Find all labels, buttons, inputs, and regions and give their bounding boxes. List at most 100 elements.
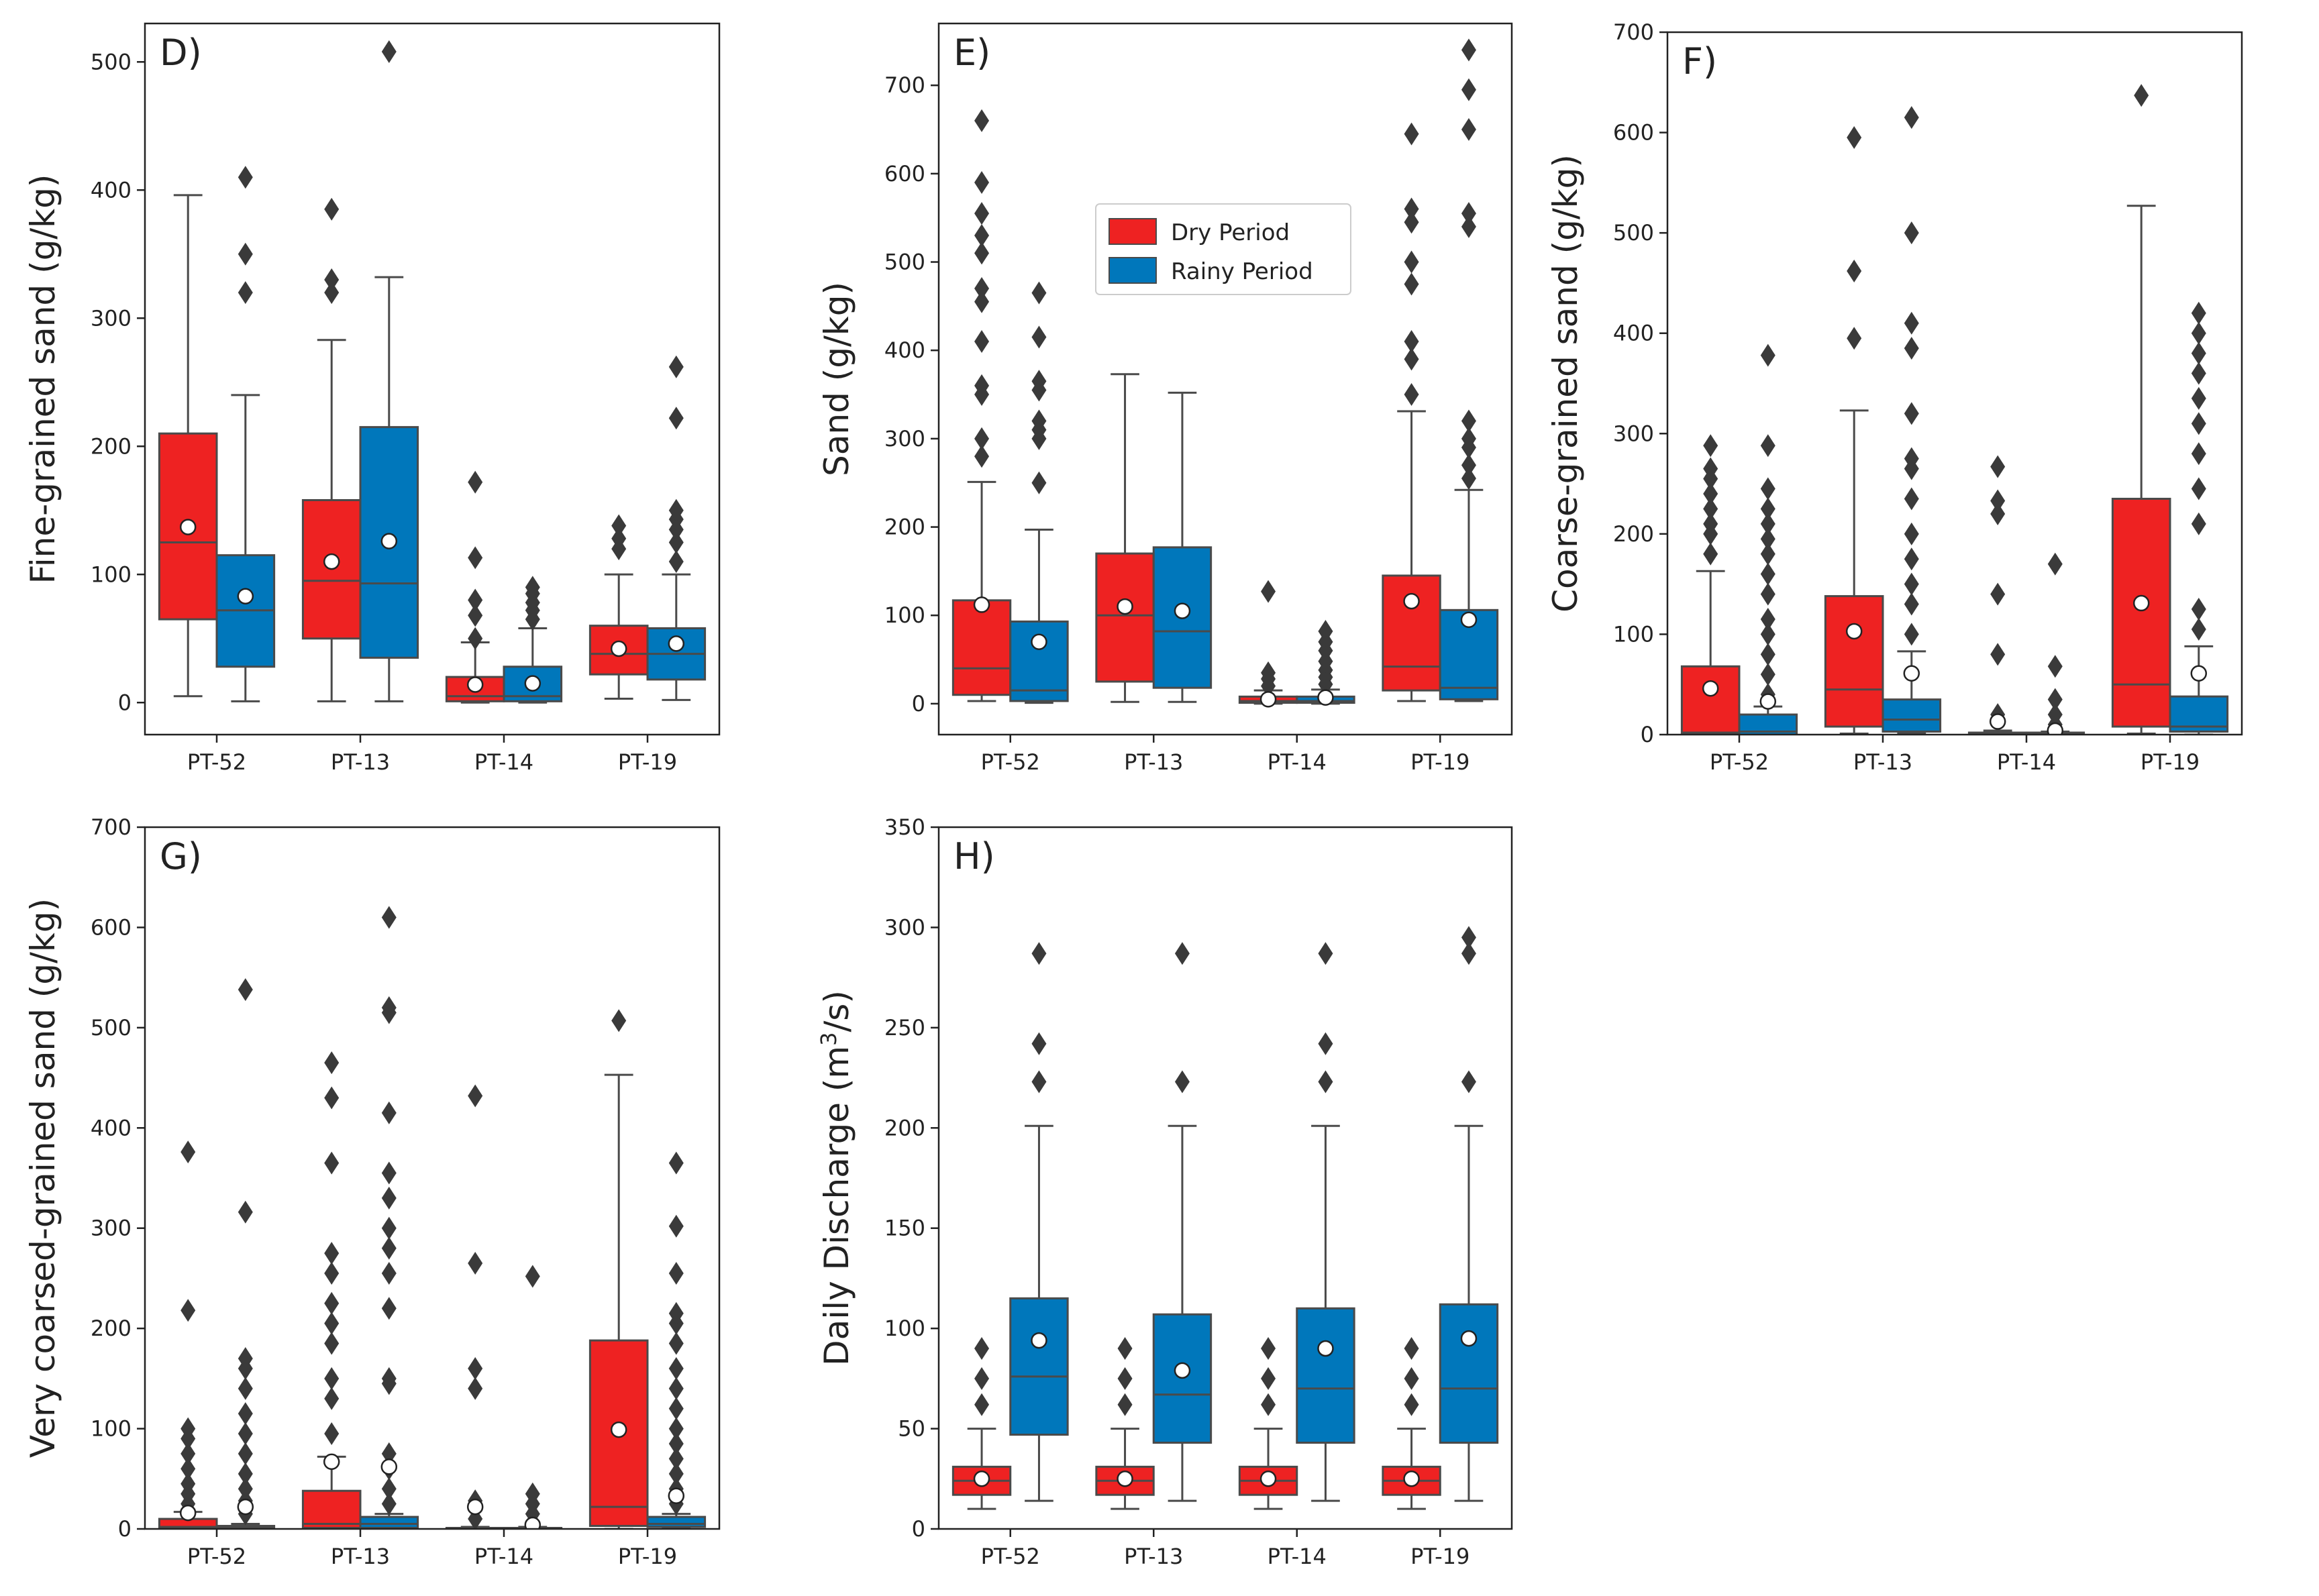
outlier-point [1031,1070,1047,1094]
outlier-point [611,514,627,537]
y-tick-label: 50 [898,1416,925,1442]
y-axis-label-text: Daily Discharge (m [817,1046,856,1366]
outlier-point [1703,482,1718,506]
axes-frame [937,826,1513,1530]
outlier-point [1990,455,2006,478]
outlier-point [238,242,253,266]
outlier-point [525,1482,540,1505]
box-pt-14-dry [1238,1337,1298,1510]
outlier-point [468,588,483,612]
outlier-point [381,1186,397,1210]
outlier-point [1904,522,1919,545]
outlier-point [2191,512,2206,535]
outlier-point [1760,582,1775,606]
y-tick-label: 700 [1613,19,1654,45]
outlier-point [1031,370,1047,393]
plot-area [951,926,1499,1510]
outlier-point [2047,703,2063,727]
outlier-point [1404,1337,1419,1361]
outlier-point [324,1291,340,1315]
box-body [1882,698,1942,733]
outlier-point [1261,661,1276,684]
outlier-point [1904,547,1919,571]
plot-area [158,40,707,704]
outlier-point [1760,542,1775,566]
outlier-point [238,1442,253,1465]
outlier-point [1031,471,1047,494]
y-tick-label: 700 [91,814,132,840]
outlier-point [668,1447,684,1471]
outlier-point [181,1442,196,1465]
mean-marker [2132,594,2150,612]
panel-d: 0 100 200 300 400 500 PT-52 PT-13 PT-14 PT-19 D) Fi… [23,22,721,775]
box-pt-13-rainy [1882,106,1942,735]
box-pt-14-dry [445,470,505,704]
outlier-point [2191,617,2206,641]
mean-marker [2190,665,2208,682]
y-tick-label: 150 [884,1216,925,1241]
outlier-point [468,546,483,570]
outlier-point [1461,118,1476,142]
outlier-point [1461,467,1476,490]
outlier-point [1904,572,1919,596]
outlier-point [1461,78,1476,101]
outlier-point [381,1492,397,1515]
mean-marker [610,640,627,657]
y-tick-label: 200 [91,1316,132,1341]
y-tick-label: 300 [91,1216,132,1241]
panel-label: E) [954,32,990,74]
plot-area [158,906,707,1529]
outlier-point [1904,221,1919,245]
outlier-point [1904,623,1919,646]
y-tick-label: 400 [1613,321,1654,346]
box-pt-13-rainy [359,906,419,1529]
mean-marker [1460,1330,1478,1347]
box-pt-19-rainy [1439,926,1499,1502]
outlier-point [1404,272,1419,296]
mean-marker [1117,1471,1133,1487]
box-body [359,1515,419,1529]
box-body [301,1489,362,1529]
y-tick-label: 250 [884,1015,925,1041]
x-tick-label: PT-19 [1410,749,1470,775]
outlier-point [324,1387,340,1410]
y-tick-label: 400 [91,1115,132,1140]
outlier-point [1703,457,1718,480]
outlier-point [668,531,684,554]
box-pt-19-rainy [1439,38,1499,702]
mean-marker [1317,1340,1334,1357]
box-pt-14-rainy [2025,552,2085,735]
outlier-point [1461,427,1476,450]
outlier-point [1461,215,1476,238]
outlier-point [1404,122,1419,146]
outlier-point [468,1084,483,1108]
outlier-point [238,281,253,305]
outlier-point [1760,643,1775,666]
outlier-point [525,576,540,599]
panel-label: D) [160,32,202,74]
mean-marker [237,1498,254,1515]
box-pt-13-rainy [1152,391,1213,703]
outlier-point [1318,1032,1333,1055]
mean-marker [1460,611,1478,629]
outlier-point [1031,1032,1047,1055]
outlier-point [381,40,397,64]
legend-dry-swatch [1109,218,1157,245]
y-tick-label: 500 [1613,220,1654,246]
y-axis-label-superscript: 3 [816,1032,841,1046]
mean-marker [668,1487,685,1504]
box-pt-13-dry [1095,1337,1155,1510]
mean-marker [179,1504,197,1522]
outlier-point [2191,442,2206,466]
outlier-point [1261,1337,1276,1361]
outlier-point [668,1397,684,1420]
outlier-point [324,281,340,305]
y-tick-label: 300 [884,426,925,451]
outlier-point [1904,337,1919,360]
outlier-point [1847,327,1862,350]
mean-marker [668,635,685,652]
outlier-point [1760,497,1775,521]
y-tick-label: 300 [91,305,132,331]
outlier-point [1404,250,1419,274]
outlier-point [324,1261,340,1285]
